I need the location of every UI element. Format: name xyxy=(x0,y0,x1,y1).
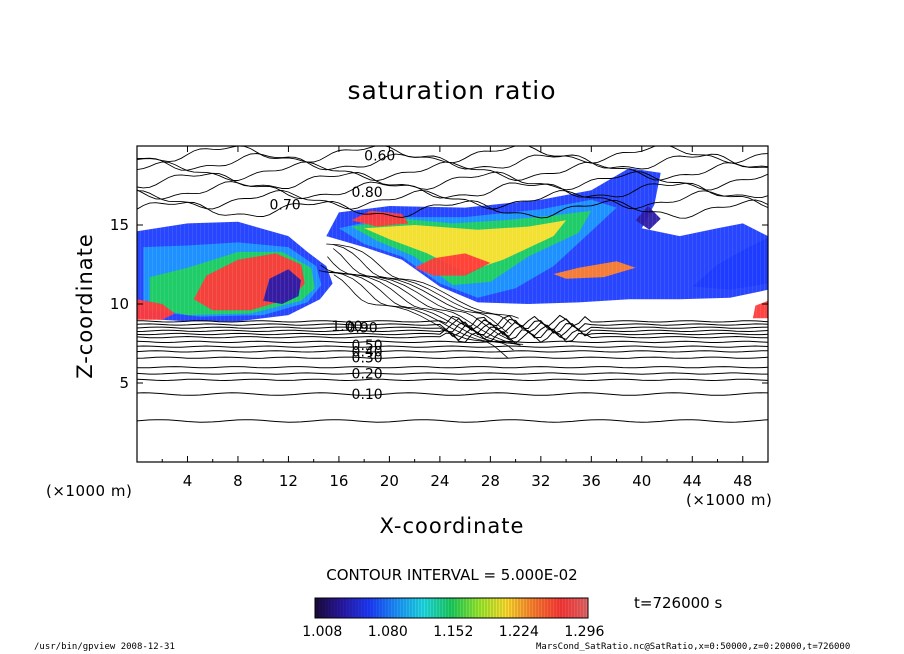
contour-line xyxy=(137,340,768,344)
contour-label: 0.40 xyxy=(352,344,383,360)
contour-line xyxy=(332,248,509,334)
colorbar-tick-label: 1.008 xyxy=(302,624,343,640)
x-tick-label: 12 xyxy=(279,472,298,490)
contour-interval: CONTOUR INTERVAL = 5.000E-02 xyxy=(326,566,578,584)
contour-label: 0.10 xyxy=(352,387,383,403)
y-tick-label: 5 xyxy=(119,374,129,392)
x-axis-label: X-coordinate xyxy=(379,514,525,538)
contour-line xyxy=(332,244,512,325)
x-tick-label: 36 xyxy=(582,472,601,490)
y-axis-label: Z-coordinate xyxy=(73,233,97,379)
contour-labels: 0.10 0.200.300.400.50 0.60 0.70 0.80 0.901.00 xyxy=(270,148,396,403)
footer-right: MarsCond_SatRatio.nc@SatRatio,x=0:50000,… xyxy=(536,642,851,652)
contour-label: 0.20 xyxy=(352,367,383,383)
contour-line xyxy=(137,324,768,338)
contour-label: 0.70 xyxy=(270,197,301,213)
contour-line xyxy=(137,392,768,396)
contour-label: 0.50 xyxy=(352,338,383,354)
contour-line xyxy=(137,372,768,375)
contour-line xyxy=(331,271,514,351)
contour-line xyxy=(137,321,768,335)
contour-line xyxy=(137,171,768,191)
colorbar-tick-label: 1.224 xyxy=(498,624,539,640)
x-unit-right: (×1000 m) xyxy=(686,491,773,509)
contour-label: 0.90 xyxy=(346,321,377,337)
footer-left: /usr/bin/gpview 2008-12-31 xyxy=(34,642,175,652)
colorbar-tick-label: 1.152 xyxy=(433,624,474,640)
saturation-fields xyxy=(137,146,768,462)
x-tick-label: 40 xyxy=(632,472,651,490)
x-tick-label: 16 xyxy=(329,472,348,490)
contour-line xyxy=(324,271,521,346)
chart-title: saturation ratio xyxy=(347,76,557,105)
contour-line xyxy=(137,366,768,369)
contour-line xyxy=(137,199,768,219)
contour-line xyxy=(137,345,768,348)
contour-label: 0.80 xyxy=(352,185,383,201)
x-tick-label: 4 xyxy=(183,472,193,490)
contour-line xyxy=(137,153,768,171)
x-axis-ticks: 4 8 12 16 20 24 28 32 36 40 44 48 xyxy=(161,146,752,490)
contour-line xyxy=(137,419,768,423)
x-tick-label: 20 xyxy=(380,472,399,490)
contour-label: 0.30 xyxy=(352,351,383,367)
y-tick-label: 10 xyxy=(110,295,129,313)
contour-line xyxy=(137,350,768,353)
time-label: t=726000 s xyxy=(634,594,723,612)
x-tick-label: 8 xyxy=(233,472,243,490)
x-tick-label: 28 xyxy=(481,472,500,490)
x-tick-label: 24 xyxy=(430,472,449,490)
y-tick-label: 15 xyxy=(110,216,129,234)
contour-label: 1.00 xyxy=(331,319,362,335)
contour-label: 0.60 xyxy=(364,148,395,164)
x-tick-label: 32 xyxy=(531,472,550,490)
colorbar-tick-label: 1.296 xyxy=(564,624,605,640)
contour-line xyxy=(137,378,768,382)
x-tick-label: 44 xyxy=(683,472,702,490)
colorbar xyxy=(314,597,589,619)
x-unit-left: (×1000 m) xyxy=(46,482,133,500)
contour-line xyxy=(137,189,768,210)
colorbar-bar xyxy=(314,597,589,619)
contour-line xyxy=(137,314,768,328)
region-texture xyxy=(137,146,768,462)
colorbar-tick-label: 1.080 xyxy=(367,624,408,640)
contour-line xyxy=(333,274,509,359)
contour-line xyxy=(137,356,768,359)
contour-line xyxy=(318,270,524,345)
y-axis-ticks: 5 10 15 xyxy=(110,216,768,392)
contour-lines xyxy=(137,146,768,423)
x-tick-label: 48 xyxy=(733,472,752,490)
contour-line xyxy=(326,243,519,319)
